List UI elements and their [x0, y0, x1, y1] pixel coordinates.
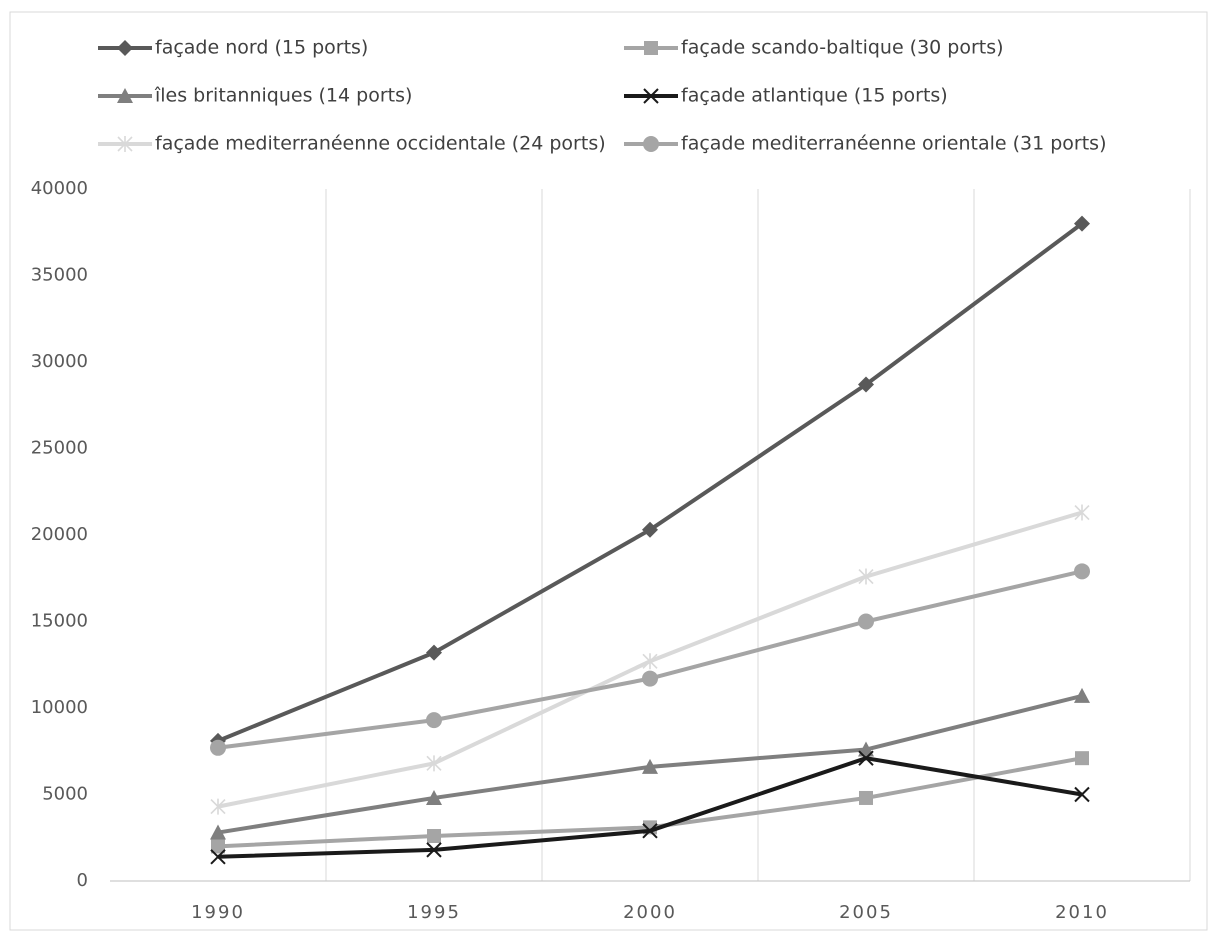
y-tick-label: 0	[77, 870, 88, 891]
chart-frame	[9, 11, 1208, 931]
x-tick-label: 1990	[191, 902, 245, 923]
marker	[117, 88, 133, 103]
x-tick-label: 2005	[839, 902, 893, 923]
y-tick-label: 30000	[31, 351, 88, 372]
marker	[426, 789, 442, 805]
marker	[426, 755, 442, 772]
y-tick-label: 20000	[31, 524, 88, 545]
legend-label: façade mediterranéenne orientale (31 por…	[681, 133, 1107, 155]
marker	[210, 849, 226, 865]
y-tick-label: 15000	[31, 611, 88, 632]
marker	[642, 670, 658, 687]
marker	[642, 758, 658, 774]
marker	[643, 88, 659, 104]
legend-label: façade atlantique (15 ports)	[681, 85, 948, 107]
marker	[1074, 215, 1090, 232]
y-tick-label: 40000	[31, 178, 88, 199]
marker	[1075, 751, 1089, 766]
marker	[426, 842, 442, 858]
marker	[210, 824, 226, 840]
marker	[858, 750, 874, 766]
marker	[1074, 563, 1090, 580]
x-tick-label: 2000	[623, 902, 677, 923]
marker	[1074, 786, 1090, 803]
marker	[117, 136, 133, 152]
y-tick-label: 5000	[42, 784, 88, 805]
marker	[642, 653, 658, 670]
marker	[427, 829, 441, 844]
marker	[643, 136, 659, 152]
x-tick-label: 1995	[407, 902, 461, 923]
legend-label: façade nord (15 ports)	[155, 37, 368, 59]
legend-label: façade mediterranéenne occidentale (24 p…	[155, 133, 606, 155]
y-tick-label: 10000	[31, 697, 88, 718]
marker	[642, 521, 658, 538]
marker	[859, 790, 873, 805]
marker	[117, 40, 133, 56]
marker	[426, 644, 442, 661]
legend-label: façade scando-baltique (30 ports)	[681, 37, 1004, 59]
marker	[1074, 687, 1090, 703]
y-tick-label: 35000	[31, 265, 88, 286]
marker	[858, 568, 874, 585]
marker	[644, 41, 658, 55]
marker	[210, 739, 226, 756]
marker	[858, 613, 874, 630]
y-tick-label: 25000	[31, 438, 88, 459]
marker	[1074, 504, 1090, 521]
marker	[642, 823, 658, 839]
marker	[426, 712, 442, 729]
legend-label: îles britanniques (14 ports)	[154, 85, 412, 107]
marker	[210, 798, 226, 815]
marker	[211, 839, 225, 854]
x-tick-label: 2010	[1055, 902, 1109, 923]
marker	[858, 376, 874, 393]
